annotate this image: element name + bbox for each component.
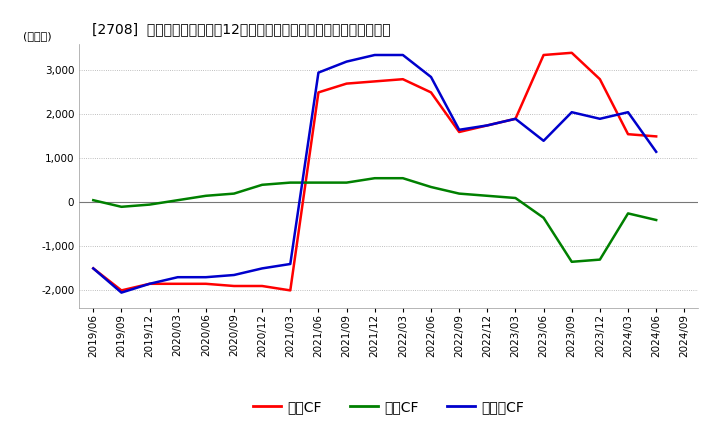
フリーCF	[511, 116, 520, 121]
投資CF	[89, 198, 98, 203]
営業CF	[483, 123, 492, 128]
投資CF	[624, 211, 632, 216]
投資CF	[652, 217, 660, 223]
営業CF	[595, 77, 604, 82]
フリーCF	[539, 138, 548, 143]
Line: 投資CF: 投資CF	[94, 178, 656, 262]
投資CF	[174, 198, 182, 203]
フリーCF	[370, 52, 379, 58]
フリーCF	[455, 127, 464, 132]
投資CF	[455, 191, 464, 196]
フリーCF	[89, 266, 98, 271]
営業CF	[202, 281, 210, 286]
投資CF	[145, 202, 154, 207]
フリーCF	[258, 266, 266, 271]
投資CF	[427, 184, 436, 190]
投資CF	[230, 191, 238, 196]
営業CF	[89, 266, 98, 271]
営業CF	[145, 281, 154, 286]
フリーCF	[595, 116, 604, 121]
Text: [2708]  キャッシュフローの12か月移動合計の対前年同期増減額の推移: [2708] キャッシュフローの12か月移動合計の対前年同期増減額の推移	[91, 22, 390, 36]
営業CF	[455, 129, 464, 135]
フリーCF	[145, 281, 154, 286]
フリーCF	[427, 74, 436, 80]
フリーCF	[230, 272, 238, 278]
営業CF	[314, 90, 323, 95]
フリーCF	[652, 149, 660, 154]
投資CF	[567, 259, 576, 264]
投資CF	[511, 195, 520, 201]
営業CF	[399, 77, 408, 82]
営業CF	[652, 134, 660, 139]
営業CF	[117, 288, 126, 293]
フリーCF	[286, 261, 294, 267]
投資CF	[595, 257, 604, 262]
投資CF	[342, 180, 351, 185]
営業CF	[624, 132, 632, 137]
営業CF	[230, 283, 238, 289]
投資CF	[258, 182, 266, 187]
投資CF	[399, 176, 408, 181]
投資CF	[286, 180, 294, 185]
フリーCF	[202, 275, 210, 280]
フリーCF	[399, 52, 408, 58]
営業CF	[342, 81, 351, 86]
投資CF	[202, 193, 210, 198]
フリーCF	[117, 290, 126, 295]
投資CF	[539, 215, 548, 220]
営業CF	[539, 52, 548, 58]
投資CF	[314, 180, 323, 185]
営業CF	[370, 79, 379, 84]
投資CF	[117, 204, 126, 209]
Legend: 営業CF, 投資CF, フリーCF: 営業CF, 投資CF, フリーCF	[248, 395, 530, 420]
フリーCF	[342, 59, 351, 64]
フリーCF	[567, 110, 576, 115]
営業CF	[567, 50, 576, 55]
Text: (百万円): (百万円)	[24, 31, 52, 41]
営業CF	[258, 283, 266, 289]
フリーCF	[314, 70, 323, 75]
フリーCF	[624, 110, 632, 115]
Line: 営業CF: 営業CF	[94, 53, 656, 290]
営業CF	[511, 116, 520, 121]
フリーCF	[483, 123, 492, 128]
フリーCF	[174, 275, 182, 280]
営業CF	[286, 288, 294, 293]
Line: フリーCF: フリーCF	[94, 55, 656, 293]
投資CF	[483, 193, 492, 198]
投資CF	[370, 176, 379, 181]
営業CF	[427, 90, 436, 95]
営業CF	[174, 281, 182, 286]
